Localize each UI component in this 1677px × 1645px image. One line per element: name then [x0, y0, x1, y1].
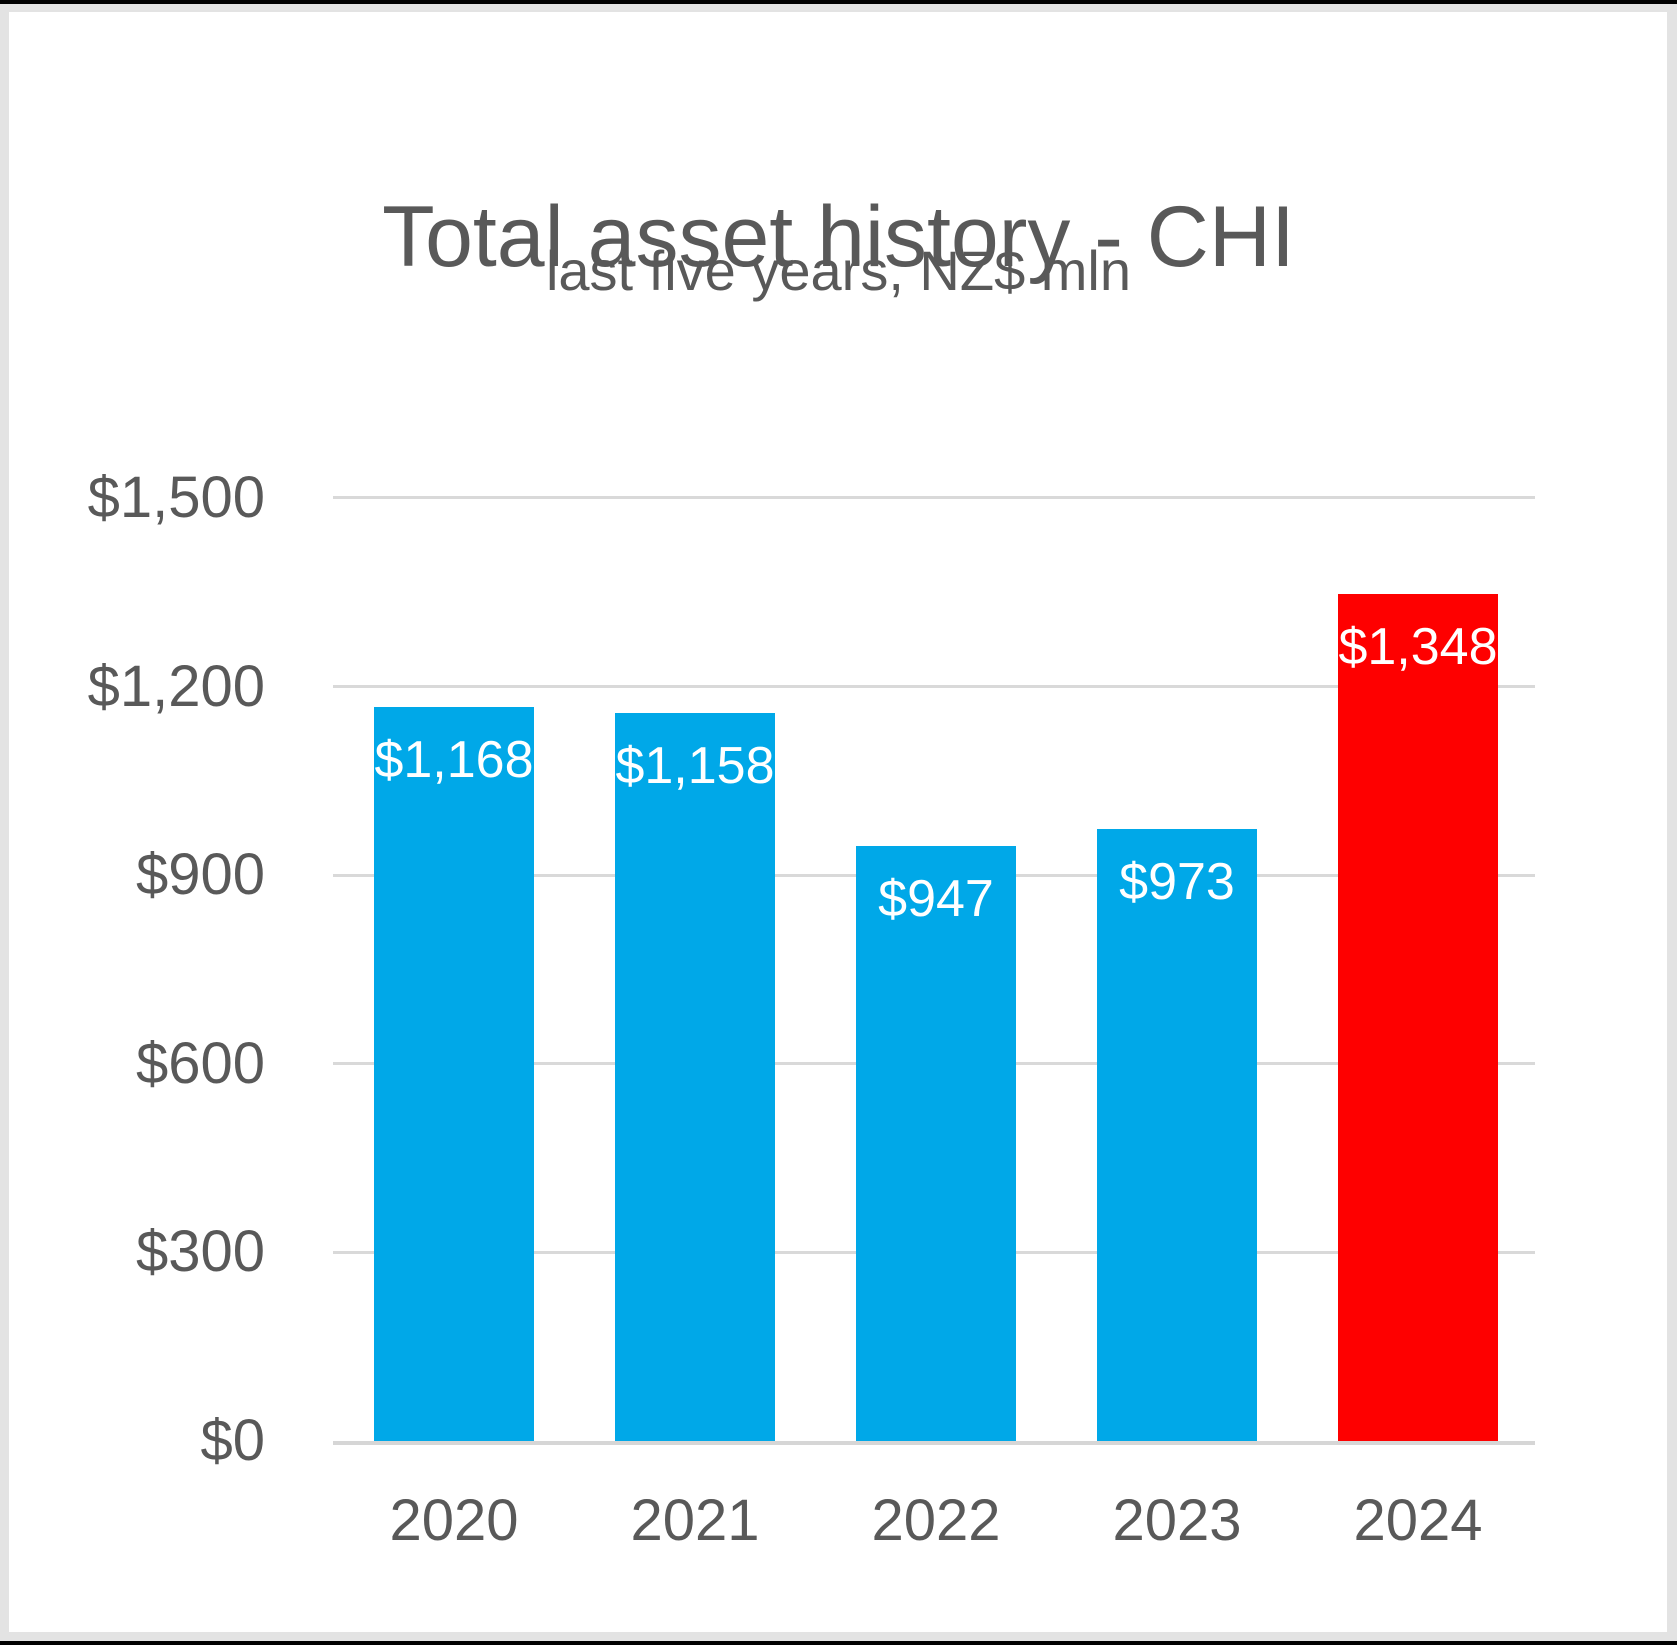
x-tick-label-2022: 2022: [871, 1488, 1001, 1553]
x-tick-label-2023: 2023: [1112, 1488, 1242, 1553]
gridline-1500: [333, 496, 1535, 499]
bar-2023: [1097, 829, 1257, 1441]
bar-2020: [374, 707, 534, 1441]
gridline-0: [333, 1441, 1535, 1445]
bar-value-label-2021: $1,158: [615, 737, 775, 795]
bar-value-label-2022: $947: [878, 870, 994, 928]
gridline-1200: [333, 685, 1535, 688]
y-tick-label-300: $300: [135, 1219, 265, 1284]
bar-2022: [856, 846, 1016, 1441]
bar-2021: [615, 713, 775, 1441]
y-tick-label-900: $900: [135, 842, 265, 907]
x-tick-label-2020: 2020: [389, 1488, 519, 1553]
x-tick-label-2024: 2024: [1353, 1488, 1483, 1553]
bar-value-label-2024: $1,348: [1338, 618, 1498, 676]
bar-value-label-2023: $973: [1119, 853, 1235, 911]
y-tick-label-600: $600: [135, 1031, 265, 1096]
y-tick-label-0: $0: [200, 1408, 265, 1473]
chart-subtitle: last five years, NZ$ mln: [545, 239, 1132, 302]
bar-value-label-2020: $1,168: [374, 731, 534, 789]
y-tick-label-1200: $1,200: [87, 654, 265, 719]
chart-title: Total asset history - CHI: [382, 188, 1295, 285]
bar-2024: [1338, 594, 1498, 1441]
x-tick-label-2021: 2021: [630, 1488, 760, 1553]
y-tick-label-1500: $1,500: [87, 465, 265, 530]
